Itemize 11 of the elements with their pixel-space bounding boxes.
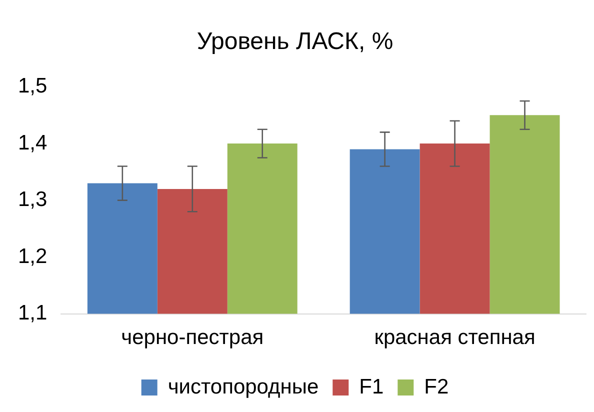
- legend-label: чистопородные: [168, 375, 319, 398]
- y-tick-label: 1,5: [18, 74, 48, 98]
- y-tick-label: 1,1: [18, 302, 48, 325]
- y-tick-label: 1,2: [18, 244, 48, 268]
- y-tick-label: 1,3: [18, 188, 48, 212]
- chart-title: Уровень ЛАСК, %: [196, 28, 394, 56]
- x-tick-label: черно-пестрая: [121, 326, 264, 350]
- legend-label: F2: [424, 375, 449, 398]
- x-tick-label: красная степная: [374, 326, 536, 350]
- legend-label: F1: [359, 375, 384, 398]
- y-tick-label: 1,4: [18, 131, 48, 154]
